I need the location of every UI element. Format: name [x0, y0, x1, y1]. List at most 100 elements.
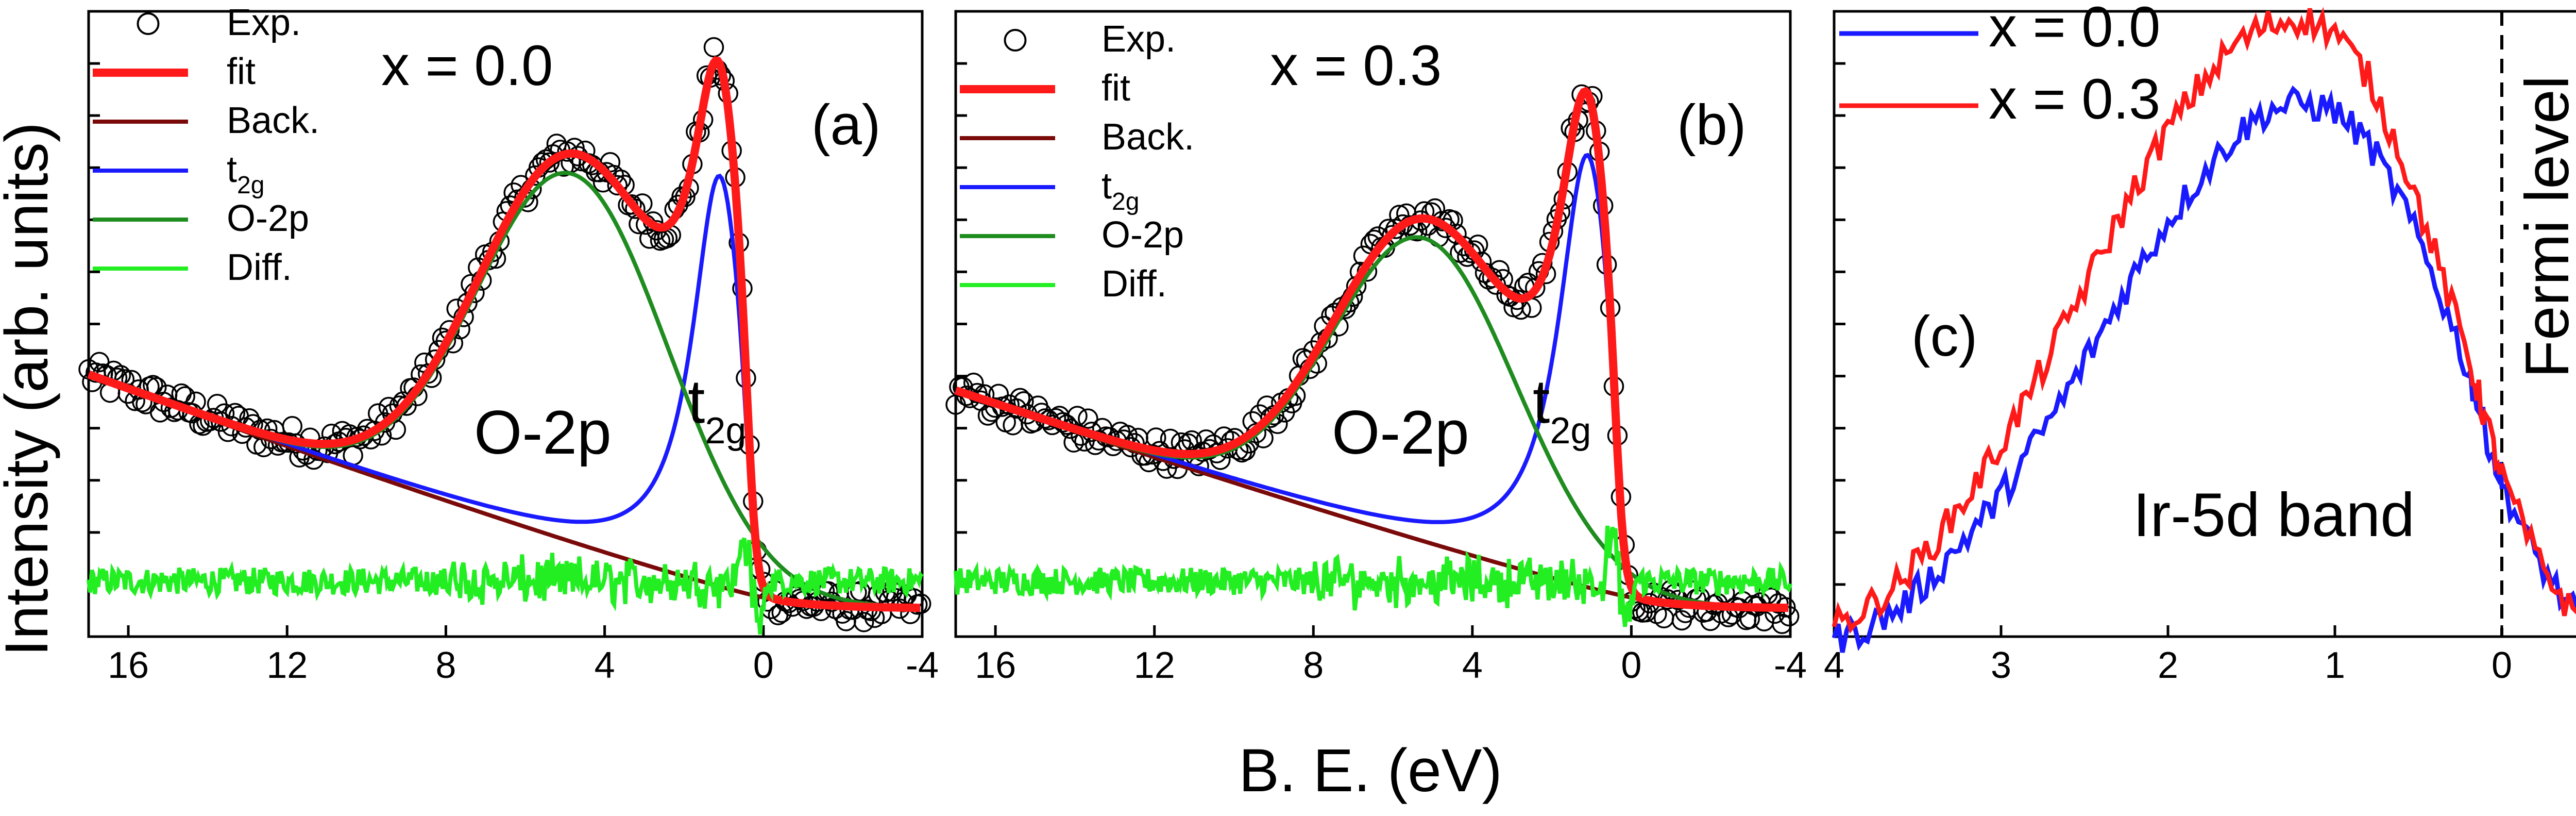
legend-label: Exp. — [227, 2, 301, 43]
legend-item-fit: fit — [960, 68, 1130, 109]
panel-b-annot-t2g-main: t — [1533, 367, 1550, 436]
x-tick-label: 8 — [1303, 645, 1324, 686]
panel-b-letter: (b) — [1677, 93, 1746, 157]
x-axis-label: B. E. (eV) — [1239, 737, 1502, 805]
exp-point — [853, 611, 874, 632]
x-tick-label: 3 — [1991, 645, 2011, 686]
exp-point — [282, 416, 303, 437]
legend-label-text: Diff. — [1101, 263, 1167, 305]
panel-a-fit-line — [87, 56, 921, 612]
legend-label: t2g — [1101, 165, 1139, 215]
legend-item-t2g: t2g — [93, 149, 264, 199]
panel-a-annot-t2g: t2g — [688, 367, 746, 452]
legend-label: Exp. — [1101, 19, 1176, 60]
legend-label-text: Exp. — [1101, 19, 1176, 60]
exp-point — [1772, 613, 1792, 635]
panel-a-letter: (a) — [811, 93, 880, 157]
x-tick-label: 0 — [753, 645, 774, 686]
legend-item-t2g: t2g — [960, 165, 1139, 215]
panel-b-annot-o2p: O-2p — [1332, 398, 1469, 467]
exp-point — [1063, 432, 1084, 453]
legend-label: Back. — [1101, 116, 1194, 158]
legend-label-text: Back. — [227, 100, 319, 141]
panel-b-frame — [954, 10, 1792, 638]
panel-c-band-label: Ir-5d band — [2133, 480, 2415, 549]
legend-item-diff: Diff. — [93, 247, 292, 288]
exp-point — [1067, 406, 1088, 426]
panel-b-t2g-line — [955, 153, 1789, 610]
panel-b-annot-t2g: t2g — [1533, 367, 1591, 452]
legend-label-text: O-2p — [227, 198, 309, 239]
x-tick-label: -4 — [1774, 645, 1807, 686]
exp-point — [977, 405, 998, 426]
panel-b-fit-line — [954, 87, 1789, 612]
legend-label: O-2p — [227, 198, 309, 239]
legend-label-text: O-2p — [1101, 214, 1184, 256]
exp-point — [703, 37, 724, 58]
panel-a-diff-line — [87, 537, 924, 635]
legend-item-o2p: O-2p — [93, 198, 309, 239]
panel-a-annot-t2g-main: t — [688, 367, 705, 436]
legend-label: fit — [227, 51, 256, 92]
legend-item-o2p: O-2p — [960, 214, 1184, 256]
panel-a-frame — [87, 10, 924, 638]
legend-label: fit — [1101, 68, 1130, 109]
legend-label-sub: 2g — [1112, 188, 1139, 215]
x-tick-label: 12 — [1134, 645, 1175, 686]
x-tick-label: 4 — [1462, 645, 1483, 686]
legend-marker — [137, 12, 160, 35]
legend-item-back: Back. — [960, 116, 1194, 158]
legend-item-x-0-3: x = 0.3 — [1839, 68, 2160, 131]
legend-label-text: t — [227, 149, 237, 190]
legend-marker — [1004, 29, 1027, 52]
panel-a-exp-points — [78, 37, 931, 632]
series-x-0-0-line — [1832, 85, 2576, 653]
legend-item-back: Back. — [93, 100, 319, 141]
legend-item-fit: fit — [93, 51, 256, 92]
y-axis-label: Intensity (arb. units) — [0, 122, 61, 656]
legend-label: t2g — [227, 149, 264, 199]
exp-point — [1260, 407, 1281, 428]
x-tick-label: 1 — [2325, 645, 2345, 686]
exp-point — [1778, 606, 1800, 627]
legend-label-text: Diff. — [227, 247, 292, 288]
legend-item-exp: Exp. — [137, 2, 301, 43]
x-tick-label: -4 — [906, 645, 939, 686]
x-tick-label: 12 — [266, 645, 308, 686]
exp-point — [1181, 430, 1202, 451]
legend-label: Back. — [227, 100, 319, 141]
legend-label-sub: 2g — [237, 172, 264, 199]
legend-label: x = 0.0 — [1989, 0, 2160, 59]
panel-a-annot-o2p: O-2p — [474, 398, 612, 467]
panel-c-fermi-label: Fermi level — [2513, 76, 2576, 378]
panel-a-o2p-line — [88, 171, 921, 610]
exp-point — [1078, 408, 1098, 429]
exp-point — [607, 175, 628, 196]
panel-a-composition: x = 0.0 — [381, 34, 553, 97]
x-tick-label: 0 — [1621, 645, 1641, 686]
exp-point — [621, 194, 642, 215]
legend-label-text: fit — [1101, 68, 1130, 109]
legend-label-text: fit — [227, 51, 256, 92]
legend-label: O-2p — [1101, 214, 1184, 256]
legend-label: Diff. — [227, 247, 292, 288]
legend-label: Diff. — [1101, 263, 1167, 305]
legend-item-diff: Diff. — [960, 263, 1167, 305]
x-tick-label: 0 — [2492, 645, 2512, 686]
x-tick-label: 8 — [435, 645, 456, 686]
legend-item-exp: Exp. — [1004, 19, 1176, 60]
panel-a-t2g-line — [88, 173, 921, 610]
legend-label-text: Back. — [1101, 116, 1194, 158]
x-tick-label: 2 — [2158, 645, 2178, 686]
panel-a-annot-t2g-sub: 2g — [705, 410, 746, 452]
legend-item-x-0-0: x = 0.0 — [1839, 0, 2160, 59]
legend-label-text: Exp. — [227, 2, 301, 43]
legend-label: x = 0.3 — [1989, 68, 2160, 131]
x-tick-label: 16 — [108, 645, 149, 686]
x-tick-label: 4 — [595, 645, 615, 686]
panel-b-diff-line — [954, 525, 1792, 627]
